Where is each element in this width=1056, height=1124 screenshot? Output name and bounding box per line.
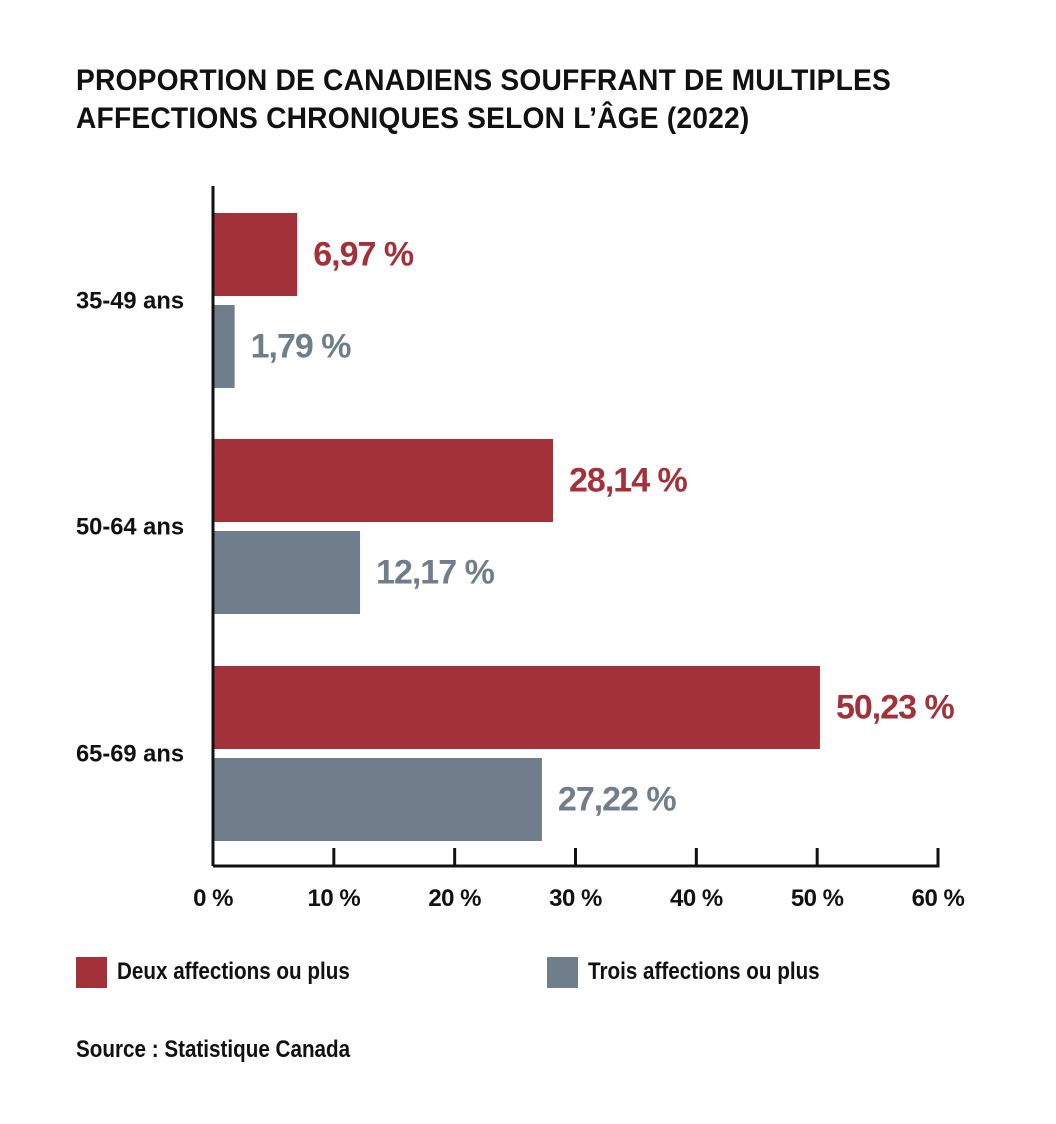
bar-three-plus-0 xyxy=(213,305,235,388)
x-tick-label-0: 0 % xyxy=(193,885,233,912)
chart-legend: Deux affections ou plus Trois affections… xyxy=(0,955,1056,989)
bar-two-plus-2 xyxy=(213,666,820,749)
chart-title-line-2: AFFECTIONS CHRONIQUES SELON L’ÂGE (2022) xyxy=(76,102,750,135)
category-label-2: 65-69 ans xyxy=(76,741,184,768)
category-label-1: 50-64 ans xyxy=(76,514,184,541)
x-tick-label-5: 50 % xyxy=(791,885,844,912)
x-tick-label-6: 60 % xyxy=(912,885,965,912)
legend-item-two-plus: Deux affections ou plus xyxy=(76,955,388,989)
bar-two-plus-0 xyxy=(213,213,298,296)
legend-label-three-plus: Trois affections ou plus xyxy=(588,958,820,985)
bar-chart: 6,97 % 1,79 % 35-49 ans 28,14 % 12,17 % 50-64… xyxy=(76,186,965,912)
legend-swatch-two-plus xyxy=(76,956,107,988)
bar-value-label-three-plus-1: 12,17 % xyxy=(376,554,495,592)
bar-value-label-two-plus-0: 6,97 % xyxy=(313,236,414,274)
bar-value-label-three-plus-0: 1,79 % xyxy=(251,328,352,366)
category-label-0: 35-49 ans xyxy=(76,288,184,315)
bar-value-label-three-plus-2: 27,22 % xyxy=(558,781,677,819)
bar-two-plus-1 xyxy=(213,439,554,522)
x-tick-label-4: 40 % xyxy=(670,885,723,912)
bar-three-plus-2 xyxy=(213,758,542,841)
legend-label-two-plus: Deux affections ou plus xyxy=(117,958,350,985)
bar-value-label-two-plus-2: 50,23 % xyxy=(836,689,955,727)
chart-title: PROPORTION DE CANADIENS SOUFFRANT DE MUL… xyxy=(76,62,922,138)
bar-three-plus-1 xyxy=(213,531,361,614)
x-tick-label-3: 30 % xyxy=(549,885,602,912)
bar-value-label-two-plus-1: 28,14 % xyxy=(569,462,688,500)
legend-item-three-plus: Trois affections ou plus xyxy=(547,955,857,989)
source-note: Source : Statistique Canada xyxy=(76,1036,351,1063)
chart-title-line-1: PROPORTION DE CANADIENS SOUFFRANT DE MUL… xyxy=(76,64,891,97)
legend-swatch-three-plus xyxy=(547,956,578,988)
x-tick-label-1: 10 % xyxy=(307,885,360,912)
x-tick-label-2: 20 % xyxy=(428,885,481,912)
